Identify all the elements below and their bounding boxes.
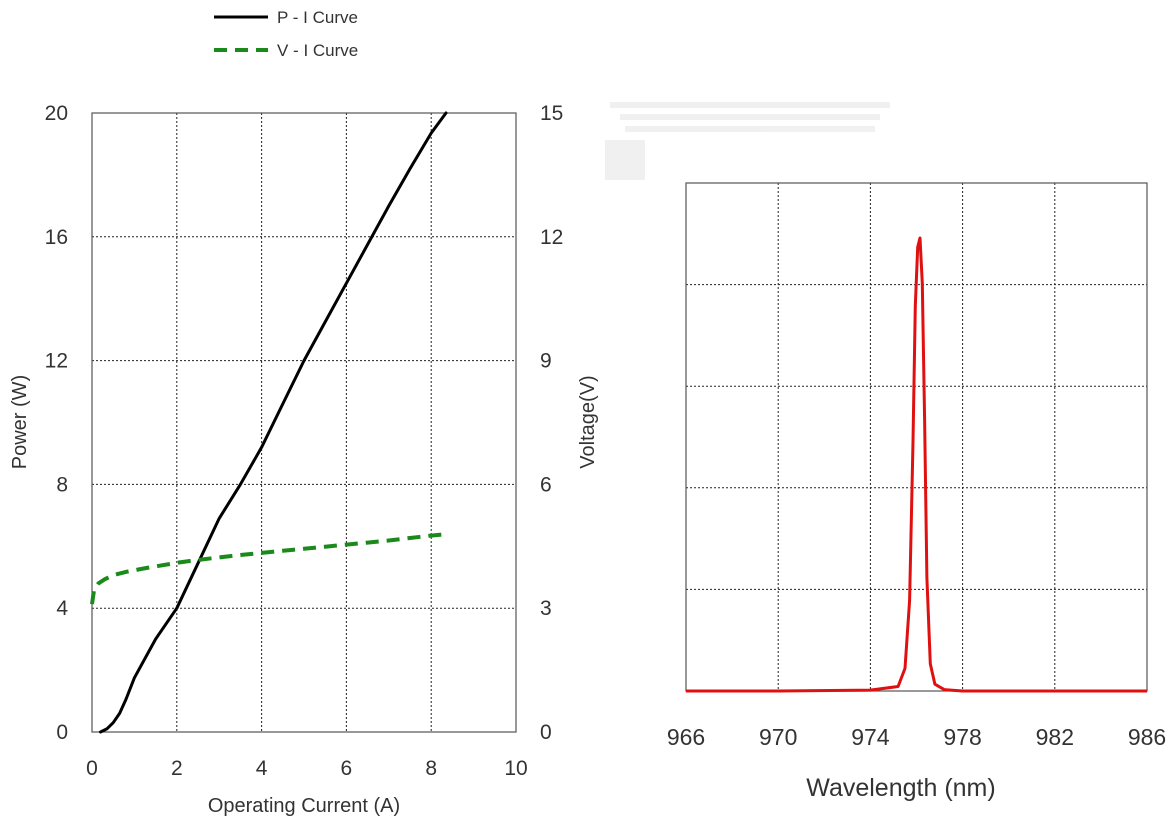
pi-y-right-tick-label: 6 (540, 473, 552, 496)
pi-y-right-tick-labels: 0 3 6 9 12 15 (540, 102, 563, 744)
pi-x-tick-label: 0 (86, 757, 98, 780)
pi-y-left-tick-label: 8 (56, 473, 68, 496)
pi-y-right-tick-label: 3 (540, 597, 552, 620)
spectrum-x-tick-labels: 966 970 974 978 982 986 (667, 724, 1166, 750)
spectrum-series-group (686, 236, 1147, 693)
pi-y-right-tick-label: 12 (540, 226, 563, 249)
spectrum-x-tick-label: 974 (851, 724, 890, 750)
pi-y-left-tick-label: 4 (56, 597, 68, 620)
spectrum-x-tick-label: 978 (943, 724, 981, 750)
pi-y-left-tick-label: 20 (45, 102, 68, 125)
pi-y-left-tick-label: 0 (56, 721, 68, 744)
pi-y-right-axis-label: Voltage(V) (577, 375, 599, 468)
pi-y-right-tick-label: 15 (540, 102, 563, 125)
pi-x-tick-label: 4 (256, 757, 268, 780)
pi-chart-frame (91, 112, 517, 733)
spectrum-x-tick-label: 986 (1128, 724, 1166, 750)
pi-x-tick-label: 2 (171, 757, 183, 780)
pi-x-tick-label: 8 (425, 757, 437, 780)
pi-x-tick-label: 6 (341, 757, 353, 780)
pi-x-tick-label: 10 (504, 757, 527, 780)
pi-y-right-tick-label: 9 (540, 350, 552, 373)
pi-y-left-axis-label: Power (W) (9, 375, 31, 469)
pi-y-left-tick-label: 12 (45, 350, 68, 373)
pi-chart-grid (92, 113, 516, 732)
pi-series-group (90, 111, 449, 734)
v-i-curve-line (90, 531, 449, 605)
spectrum-x-axis-label: Wavelength (nm) (806, 774, 995, 802)
spectrum-chart-grid (686, 183, 1147, 691)
legend: P - I Curve V - I Curve (214, 8, 358, 60)
pi-y-right-tick-label: 0 (540, 721, 552, 744)
spectrum-x-tick-label: 966 (667, 724, 705, 750)
spectrum-x-tick-label: 982 (1036, 724, 1074, 750)
spectrum-line (686, 236, 1147, 693)
spectrum-chart-frame (685, 182, 1148, 692)
legend-label-pi: P - I Curve (277, 8, 358, 27)
pi-x-tick-labels: 0 2 4 6 8 10 (86, 757, 528, 780)
spectrum-x-tick-label: 970 (759, 724, 797, 750)
p-i-curve-line (99, 111, 448, 734)
pi-x-axis-label: Operating Current (A) (208, 795, 400, 817)
pi-y-left-tick-label: 16 (45, 226, 68, 249)
pi-y-left-tick-labels: 0 4 8 12 16 20 (45, 102, 69, 744)
watermark (605, 102, 890, 180)
legend-label-vi: V - I Curve (277, 41, 358, 60)
